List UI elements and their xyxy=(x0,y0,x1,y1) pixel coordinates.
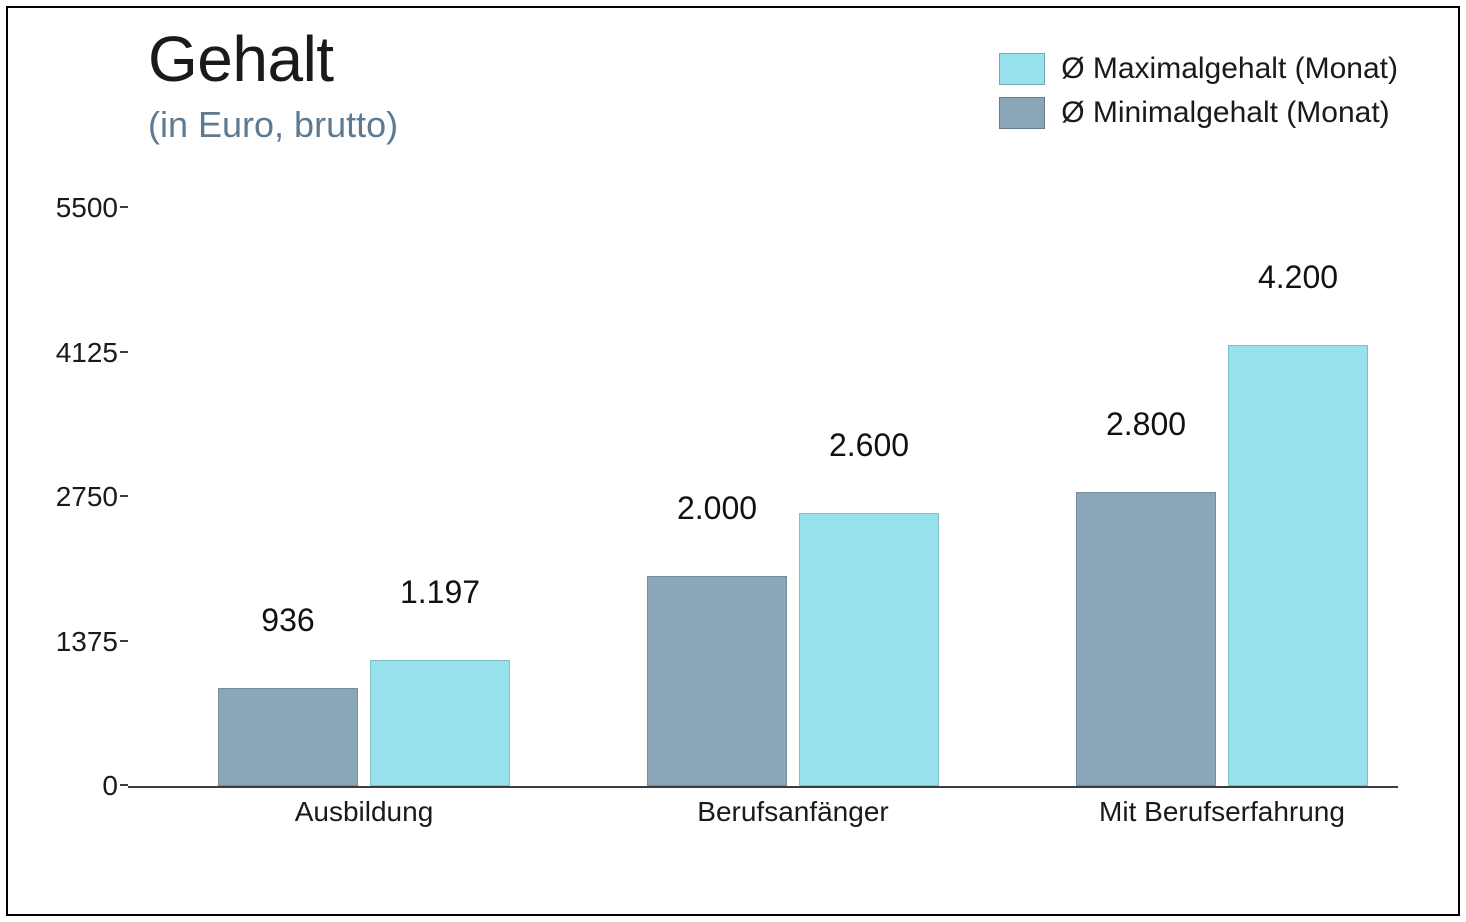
y-tick-mark xyxy=(120,495,128,497)
y-tick-label: 1375 xyxy=(18,626,118,658)
bar-value-label-max: 4.200 xyxy=(1258,259,1338,302)
bar-min xyxy=(647,576,787,786)
legend-item-min: Ø Minimalgehalt (Monat) xyxy=(999,96,1398,130)
chart-frame: Gehalt (in Euro, brutto) Ø Maximalgehalt… xyxy=(6,6,1460,916)
bar-max xyxy=(799,513,939,786)
x-category-label: Berufsanfänger xyxy=(697,796,888,828)
bar-value-label-max: 2.600 xyxy=(829,427,909,470)
chart-plot-area: 013752750412555009361.197Ausbildung2.000… xyxy=(128,188,1428,828)
y-tick-label: 0 xyxy=(18,770,118,802)
bar-min xyxy=(218,688,358,786)
y-tick-label: 4125 xyxy=(18,337,118,369)
bar-max xyxy=(1228,345,1368,786)
bar-value-label-min: 2.000 xyxy=(677,490,757,533)
y-tick-mark xyxy=(120,206,128,208)
chart-legend: Ø Maximalgehalt (Monat) Ø Minimalgehalt … xyxy=(999,52,1398,130)
legend-swatch-min xyxy=(999,97,1045,129)
y-tick-mark xyxy=(120,784,128,786)
bar-min xyxy=(1076,492,1216,786)
legend-label-max: Ø Maximalgehalt (Monat) xyxy=(1061,52,1398,86)
y-tick-mark xyxy=(120,640,128,642)
bar-max xyxy=(370,660,510,786)
x-category-label: Mit Berufserfahrung xyxy=(1099,796,1345,828)
x-axis-line xyxy=(128,786,1398,788)
y-tick-label: 5500 xyxy=(18,192,118,224)
bar-value-label-max: 1.197 xyxy=(400,574,480,617)
y-tick-label: 2750 xyxy=(18,481,118,513)
bar-value-label-min: 936 xyxy=(261,602,314,645)
legend-label-min: Ø Minimalgehalt (Monat) xyxy=(1061,96,1389,130)
legend-swatch-max xyxy=(999,53,1045,85)
bar-value-label-min: 2.800 xyxy=(1106,406,1186,449)
x-category-label: Ausbildung xyxy=(295,796,434,828)
legend-item-max: Ø Maximalgehalt (Monat) xyxy=(999,52,1398,86)
y-tick-mark xyxy=(120,351,128,353)
